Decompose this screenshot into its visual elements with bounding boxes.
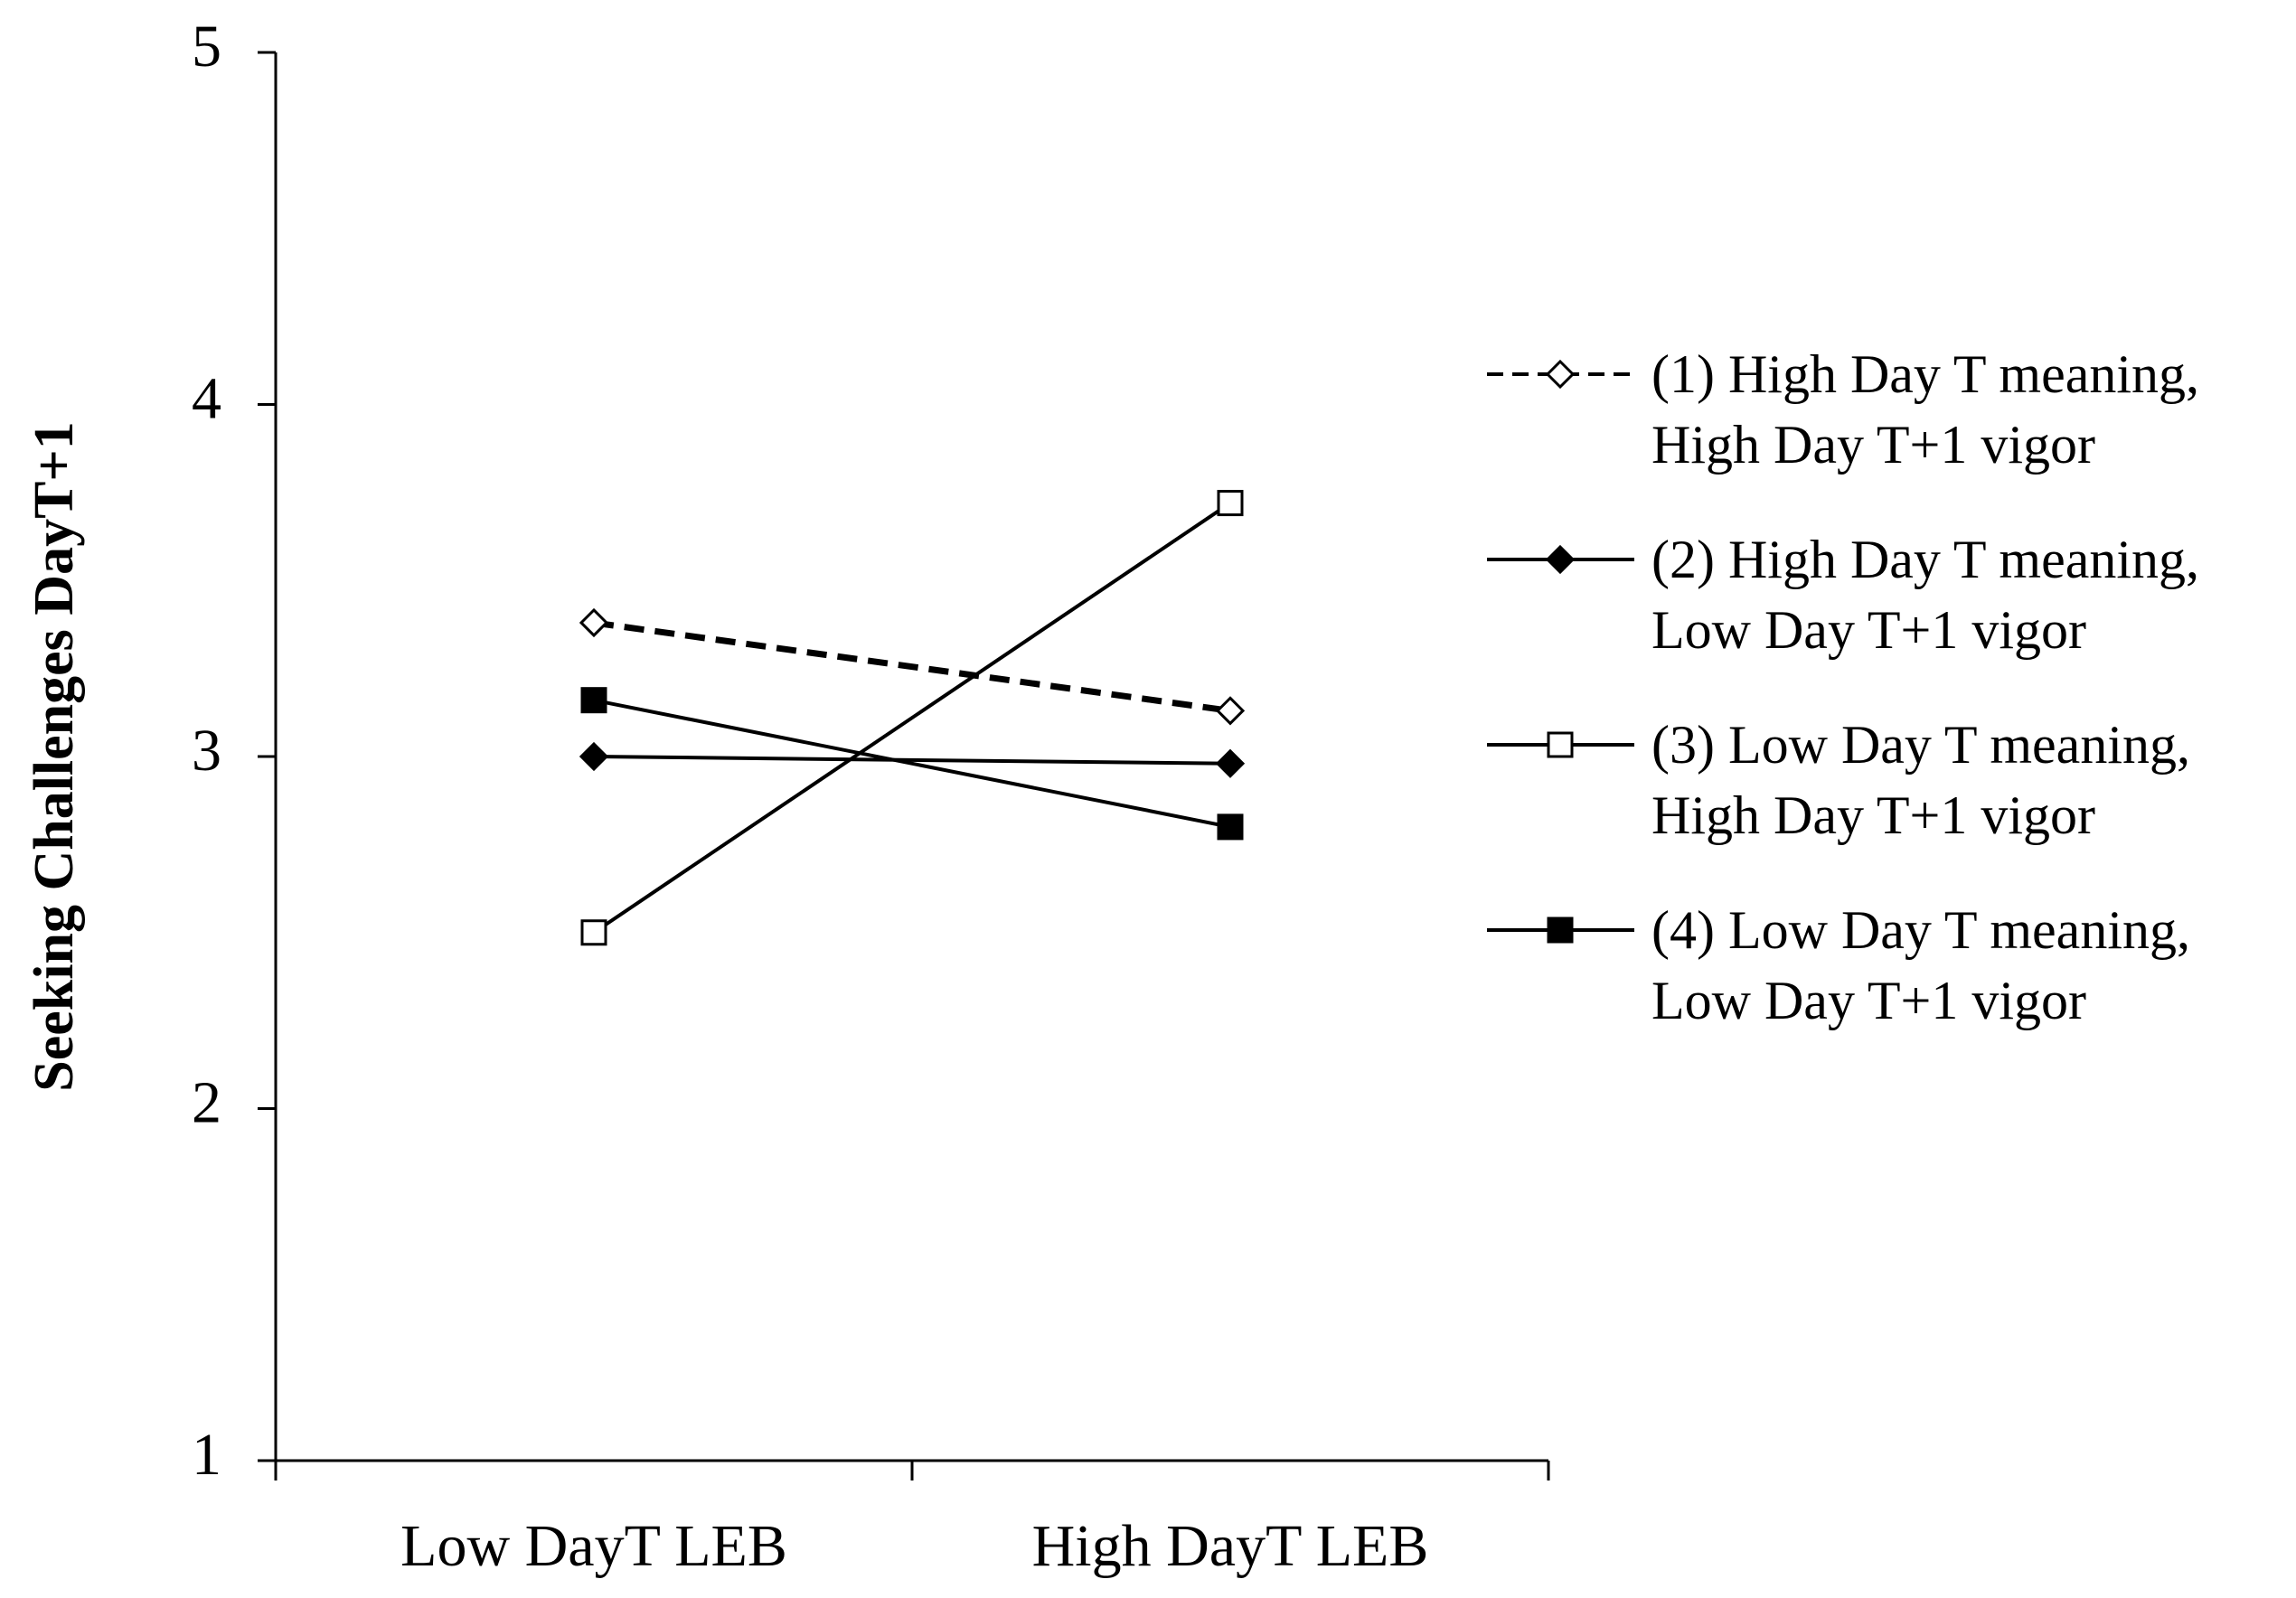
series-marker (1217, 490, 1244, 517)
y-tick-label: 5 (192, 14, 221, 80)
legend-marker (1545, 359, 1576, 390)
y-tick-label: 4 (192, 366, 221, 432)
series-line (593, 755, 1231, 766)
series-marker (1215, 696, 1246, 726)
series-marker (1215, 748, 1246, 778)
series-marker (1217, 813, 1244, 841)
legend-marker (1547, 916, 1574, 944)
series-marker (579, 607, 609, 638)
series-marker (580, 919, 607, 946)
y-tick-label: 1 (192, 1422, 221, 1488)
x-tick-label: High DayT LEB (1032, 1513, 1429, 1579)
legend-label: (3) Low Day T meaning, High Day T+1 vigor (1651, 715, 2190, 845)
series-line (592, 501, 1232, 935)
y-tick-label: 3 (192, 718, 221, 784)
series-marker (579, 741, 609, 772)
series-line (593, 698, 1231, 829)
y-axis-label: Seeking Challenges DayT+1 (24, 421, 85, 1092)
x-tick-label: Low DayT LEB (400, 1513, 787, 1579)
legend-marker (1545, 544, 1576, 575)
series-marker (580, 687, 607, 714)
legend-label: (1) High Day T meaning, High Day T+1 vigo… (1651, 344, 2199, 475)
legend-marker (1547, 731, 1574, 758)
series-line (593, 619, 1231, 714)
legend-label: (2) High Day T meaning, Low Day T+1 vigor (1651, 530, 2199, 660)
legend-label: (4) Low Day T meaning, Low Day T+1 vigor (1651, 900, 2190, 1030)
y-tick-label: 2 (192, 1070, 221, 1136)
